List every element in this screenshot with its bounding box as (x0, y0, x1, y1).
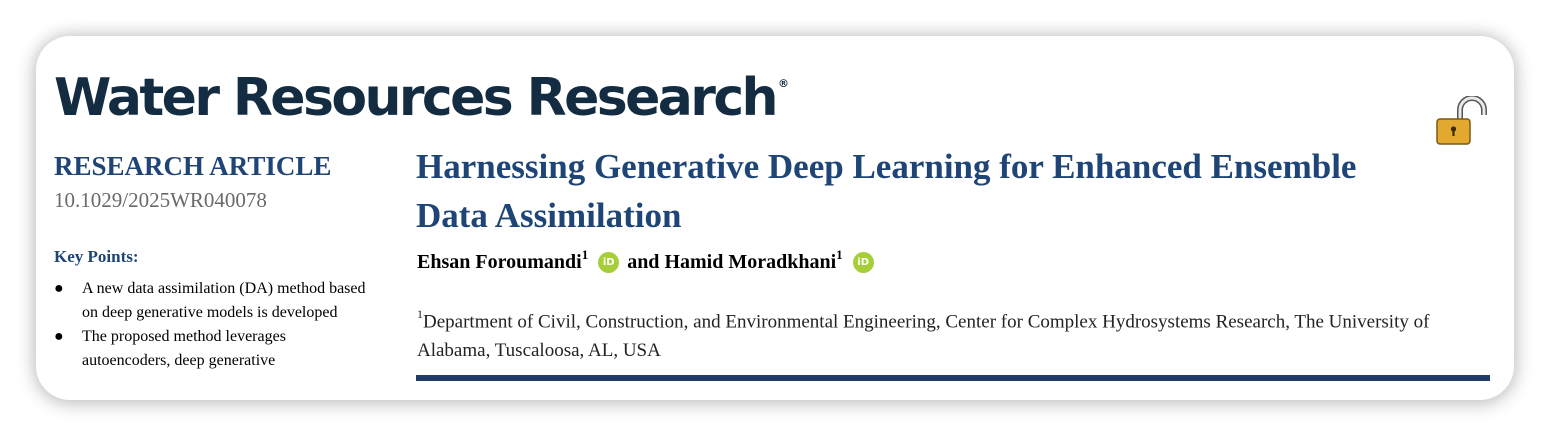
registered-mark: ® (777, 77, 789, 90)
affiliation-text: Department of Civil, Construction, and E… (417, 311, 1430, 362)
bullet-icon: ● (54, 328, 64, 345)
affiliation: 1Department of Civil, Construction, and … (417, 302, 1477, 365)
affiliation-marker: 1 (417, 307, 423, 321)
orcid-icon[interactable]: iD (598, 252, 620, 273)
journal-title[interactable]: Water Resources Research ® (54, 72, 789, 124)
key-point-text: The proposed method leverages autoencode… (82, 328, 286, 369)
author-affiliation-marker: 1 (836, 247, 843, 262)
author-list: Ehsan Foroumandi 1 iD and Hamid Moradkhan… (417, 247, 882, 274)
journal-name: Water Resources Research (54, 68, 779, 128)
author-conjunction: and (627, 251, 660, 273)
article-header-card: Water Resources Research ® RESEARCH ARTIC… (36, 36, 1514, 400)
doi-link[interactable]: 10.1029/2025WR040078 (54, 188, 267, 212)
key-points-list: ● A new data assimilation (DA) method bas… (54, 277, 374, 373)
article-title: Harnessing Generative Deep Learning for … (416, 147, 1357, 235)
article-type: RESEARCH ARTICLE (54, 151, 332, 181)
author-name[interactable]: Ehsan Foroumandi (417, 251, 582, 273)
list-item: ● A new data assimilation (DA) method bas… (54, 277, 374, 325)
open-padlock-icon (1436, 96, 1487, 145)
orcid-icon[interactable]: iD (852, 252, 874, 273)
author-affiliation-marker: 1 (581, 247, 589, 262)
list-item: ● The proposed method leverages autoencod… (54, 325, 374, 373)
key-point-text: A new data assimilation (DA) method base… (82, 280, 366, 321)
key-points-heading: Key Points: (54, 247, 139, 266)
author-name[interactable]: Hamid Moradkhani (664, 251, 837, 273)
bullet-icon: ● (54, 280, 64, 297)
section-divider (416, 375, 1490, 381)
